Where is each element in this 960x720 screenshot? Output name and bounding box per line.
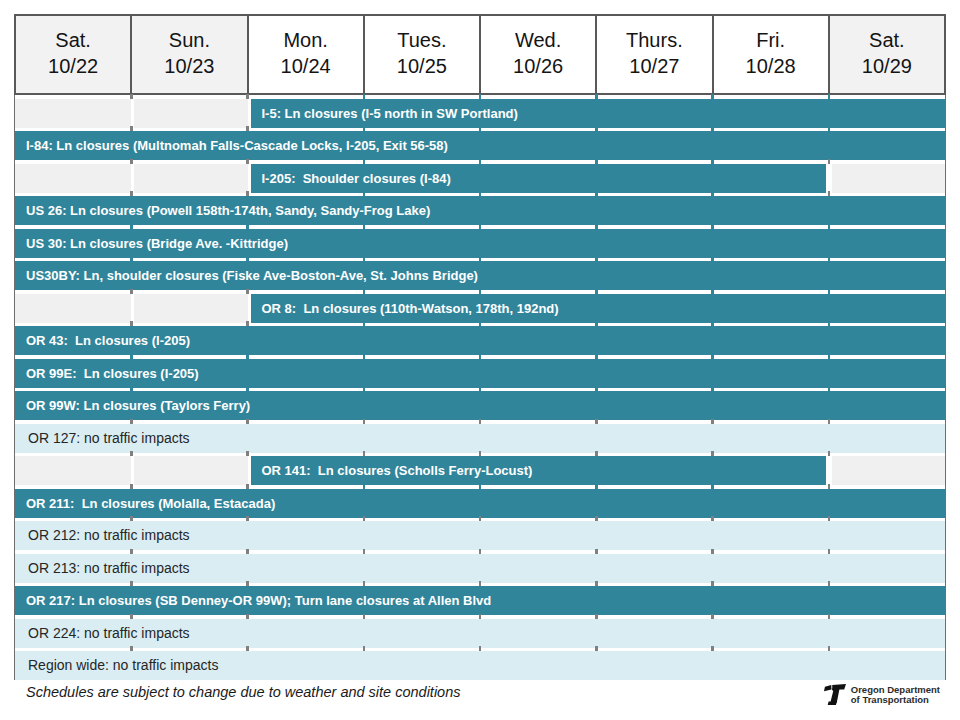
empty-day-cell — [829, 456, 945, 485]
schedule-row-7: OR 43: Ln closures (I-205) — [15, 326, 945, 355]
schedule-row-17: Region wide: no traffic impacts — [15, 651, 945, 680]
day-header-row: Sat.10/22Sun.10/23Mon.10/24Tues.10/25Wed… — [14, 14, 946, 95]
day-name: Sat. — [830, 27, 944, 53]
schedule-row-10: OR 127: no traffic impacts — [15, 424, 945, 453]
disclaimer-note: Schedules are subject to change due to w… — [26, 684, 460, 700]
schedule-row-16: OR 224: no traffic impacts — [15, 619, 945, 648]
schedule-row-2: I-205: Shoulder closures (I-84) — [15, 164, 945, 193]
empty-day-cell — [131, 294, 247, 323]
odot-logo: Oregon Department of Transportation — [823, 684, 942, 706]
closure-bar: OR 8: Ln closures (110th-Watson, 178th, … — [248, 294, 946, 323]
empty-day-cell — [829, 164, 945, 193]
schedule-row-1: I-84: Ln closures (Multnomah Falls-Casca… — [15, 131, 945, 160]
day-date: 10/28 — [714, 53, 828, 79]
empty-day-cell — [131, 99, 247, 128]
empty-day-cell — [15, 99, 131, 128]
closure-bar: OR 217: Ln closures (SB Denney-OR 99W); … — [15, 586, 945, 615]
day-header-2: Mon.10/24 — [249, 16, 363, 93]
odot-logo-line2: of Transportation — [851, 695, 940, 706]
closure-bar: OR 43: Ln closures (I-205) — [15, 326, 945, 355]
closure-bar: US 30: Ln closures (Bridge Ave. -Kittrid… — [15, 229, 945, 258]
day-date: 10/25 — [365, 53, 479, 79]
odot-logo-mark-icon — [823, 684, 847, 706]
day-header-6: Fri.10/28 — [714, 16, 828, 93]
schedule-row-9: OR 99W: Ln closures (Taylors Ferry) — [15, 391, 945, 420]
empty-day-cell — [15, 456, 131, 485]
schedule-rows: I-5: Ln closures (I-5 north in SW Portla… — [14, 95, 946, 680]
day-name: Wed. — [481, 27, 595, 53]
odot-logo-text: Oregon Department of Transportation — [851, 685, 940, 706]
day-name: Tues. — [365, 27, 479, 53]
schedule-row-12: OR 211: Ln closures (Molalla, Estacada) — [15, 489, 945, 518]
day-date: 10/26 — [481, 53, 595, 79]
day-header-4: Wed.10/26 — [481, 16, 595, 93]
day-date: 10/27 — [597, 53, 711, 79]
day-header-5: Thurs.10/27 — [597, 16, 711, 93]
closure-bar: I-205: Shoulder closures (I-84) — [248, 164, 829, 193]
day-header-1: Sun.10/23 — [132, 16, 246, 93]
schedule-row-4: US 30: Ln closures (Bridge Ave. -Kittrid… — [15, 229, 945, 258]
schedule-row-6: OR 8: Ln closures (110th-Watson, 178th, … — [15, 294, 945, 323]
empty-day-cell — [131, 164, 247, 193]
closure-bar: US 26: Ln closures (Powell 158th-174th, … — [15, 196, 945, 225]
closure-bar: OR 99W: Ln closures (Taylors Ferry) — [15, 391, 945, 420]
day-name: Fri. — [714, 27, 828, 53]
day-name: Sun. — [132, 27, 246, 53]
empty-day-cell — [131, 456, 247, 485]
no-impact-row-band: OR 213: no traffic impacts — [15, 554, 945, 583]
empty-day-cell — [15, 294, 131, 323]
closure-bar: OR 99E: Ln closures (I-205) — [15, 359, 945, 388]
schedule-row-8: OR 99E: Ln closures (I-205) — [15, 359, 945, 388]
day-date: 10/22 — [16, 53, 130, 79]
day-name: Sat. — [16, 27, 130, 53]
closure-bar: I-5: Ln closures (I-5 north in SW Portla… — [248, 99, 946, 128]
no-impact-row-band: OR 127: no traffic impacts — [15, 424, 945, 453]
closure-bar: US30BY: Ln, shoulder closures (Fiske Ave… — [15, 261, 945, 290]
schedule-row-5: US30BY: Ln, shoulder closures (Fiske Ave… — [15, 261, 945, 290]
day-date: 10/24 — [249, 53, 363, 79]
no-impact-row-band: OR 224: no traffic impacts — [15, 619, 945, 648]
schedule-slide: Sat.10/22Sun.10/23Mon.10/24Tues.10/25Wed… — [0, 0, 960, 720]
closure-bar: OR 141: Ln closures (Scholls Ferry-Locus… — [248, 456, 829, 485]
schedule-row-14: OR 213: no traffic impacts — [15, 554, 945, 583]
schedule-row-0: I-5: Ln closures (I-5 north in SW Portla… — [15, 99, 945, 128]
day-header-7: Sat.10/29 — [830, 16, 944, 93]
schedule-row-11: OR 141: Ln closures (Scholls Ferry-Locus… — [15, 456, 945, 485]
schedule-row-3: US 26: Ln closures (Powell 158th-174th, … — [15, 196, 945, 225]
footer: Schedules are subject to change due to w… — [14, 680, 946, 707]
no-impact-row-band: Region wide: no traffic impacts — [15, 651, 945, 680]
empty-day-cell — [15, 164, 131, 193]
schedule-row-15: OR 217: Ln closures (SB Denney-OR 99W); … — [15, 586, 945, 615]
day-header-3: Tues.10/25 — [365, 16, 479, 93]
day-date: 10/29 — [830, 53, 944, 79]
closure-bar: I-84: Ln closures (Multnomah Falls-Casca… — [15, 131, 945, 160]
day-header-0: Sat.10/22 — [16, 16, 130, 93]
no-impact-row-band: OR 212: no traffic impacts — [15, 521, 945, 550]
day-name: Thurs. — [597, 27, 711, 53]
day-date: 10/23 — [132, 53, 246, 79]
day-name: Mon. — [249, 27, 363, 53]
schedule-row-13: OR 212: no traffic impacts — [15, 521, 945, 550]
closure-bar: OR 211: Ln closures (Molalla, Estacada) — [15, 489, 945, 518]
closure-schedule-table: Sat.10/22Sun.10/23Mon.10/24Tues.10/25Wed… — [14, 14, 946, 707]
